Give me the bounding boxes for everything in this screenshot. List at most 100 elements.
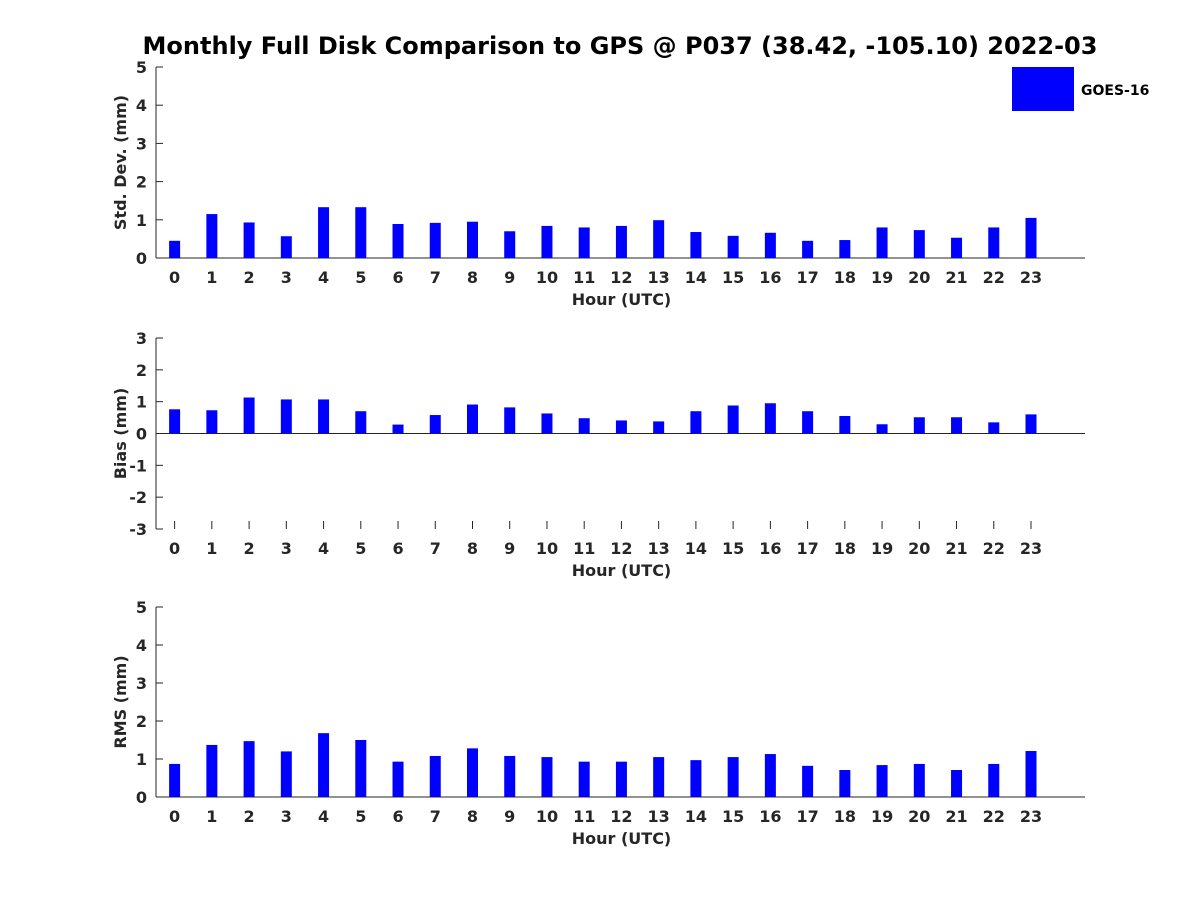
bar	[876, 227, 888, 258]
x-tick-label: 22	[983, 807, 1005, 826]
bar	[169, 763, 181, 797]
bar	[466, 404, 478, 434]
bar	[280, 751, 292, 797]
x-tick-label: 7	[430, 539, 441, 558]
bar	[578, 761, 590, 797]
bar	[764, 403, 776, 434]
x-tick-label: 6	[392, 539, 403, 558]
bar	[243, 397, 255, 434]
bar	[802, 240, 814, 258]
x-tick-label: 8	[467, 539, 478, 558]
x-axis-label: Hour (UTC)	[572, 290, 672, 309]
bar	[169, 240, 181, 258]
bar	[839, 415, 851, 434]
x-tick-label: 16	[759, 807, 781, 826]
y-tick-label: 1	[136, 393, 147, 412]
x-tick-label: 21	[945, 807, 967, 826]
y-tick-label: 4	[136, 96, 147, 115]
bar	[355, 411, 367, 434]
x-tick-label: 19	[871, 268, 893, 287]
x-tick-label: 0	[169, 807, 180, 826]
x-tick-label: 10	[536, 539, 558, 558]
bar	[466, 221, 478, 258]
bar	[429, 755, 441, 797]
x-tick-label: 6	[392, 807, 403, 826]
bar	[541, 413, 553, 434]
bar	[578, 418, 590, 434]
x-tick-label: 16	[759, 539, 781, 558]
x-axis-label: Hour (UTC)	[572, 561, 672, 580]
bar	[951, 770, 963, 797]
x-tick-label: 9	[504, 539, 515, 558]
bar	[280, 399, 292, 434]
x-tick-label: 21	[945, 268, 967, 287]
x-tick-label: 3	[281, 539, 292, 558]
y-axis-label: Bias (mm)	[111, 388, 130, 480]
x-tick-label: 8	[467, 268, 478, 287]
chart-title: Monthly Full Disk Comparison to GPS @ P0…	[143, 32, 1098, 60]
x-tick-label: 20	[908, 807, 930, 826]
legend: GOES-16	[1012, 67, 1149, 111]
bar	[206, 410, 218, 434]
bar	[727, 405, 739, 434]
y-tick-label: 1	[136, 750, 147, 769]
y-tick-label: -2	[129, 488, 147, 507]
x-tick-label: 1	[206, 539, 217, 558]
bar	[541, 757, 553, 797]
legend-label: GOES-16	[1081, 83, 1149, 99]
bar	[1025, 414, 1037, 434]
bar	[541, 225, 553, 258]
x-tick-label: 6	[392, 268, 403, 287]
bar	[690, 760, 702, 797]
x-tick-label: 7	[430, 807, 441, 826]
bar	[653, 220, 665, 258]
bar	[913, 230, 925, 258]
bar	[615, 225, 627, 258]
bar	[764, 754, 776, 797]
x-tick-label: 9	[504, 268, 515, 287]
bar	[243, 741, 255, 797]
bar	[653, 421, 665, 434]
bar	[988, 227, 1000, 258]
y-tick-label: 1	[136, 211, 147, 230]
x-tick-label: 4	[318, 539, 329, 558]
x-tick-label: 18	[834, 268, 856, 287]
x-tick-label: 1	[206, 807, 217, 826]
x-tick-label: 12	[610, 807, 632, 826]
bar	[876, 765, 888, 797]
bar	[653, 757, 665, 797]
bar	[355, 207, 367, 258]
x-tick-label: 13	[648, 268, 670, 287]
x-tick-label: 22	[983, 268, 1005, 287]
bar	[504, 407, 516, 434]
x-tick-label: 19	[871, 539, 893, 558]
bar	[578, 227, 590, 258]
bar	[951, 237, 963, 258]
x-tick-label: 3	[281, 807, 292, 826]
x-tick-label: 1	[206, 268, 217, 287]
bar	[1025, 217, 1037, 258]
bar	[429, 415, 441, 434]
y-tick-label: 3	[136, 134, 147, 153]
x-tick-label: 23	[1020, 268, 1042, 287]
x-tick-label: 10	[536, 268, 558, 287]
bar	[839, 770, 851, 797]
x-tick-label: 19	[871, 807, 893, 826]
x-tick-label: 14	[685, 268, 707, 287]
x-tick-label: 13	[648, 807, 670, 826]
x-tick-label: 9	[504, 807, 515, 826]
x-tick-label: 10	[536, 807, 558, 826]
x-tick-label: 11	[573, 807, 595, 826]
x-tick-label: 18	[834, 807, 856, 826]
bar	[504, 231, 516, 258]
x-tick-label: 18	[834, 539, 856, 558]
x-tick-label: 5	[355, 807, 366, 826]
x-tick-label: 8	[467, 807, 478, 826]
bar	[429, 222, 441, 258]
legend-swatch	[1012, 67, 1074, 111]
bar	[392, 224, 404, 258]
x-tick-label: 11	[573, 268, 595, 287]
